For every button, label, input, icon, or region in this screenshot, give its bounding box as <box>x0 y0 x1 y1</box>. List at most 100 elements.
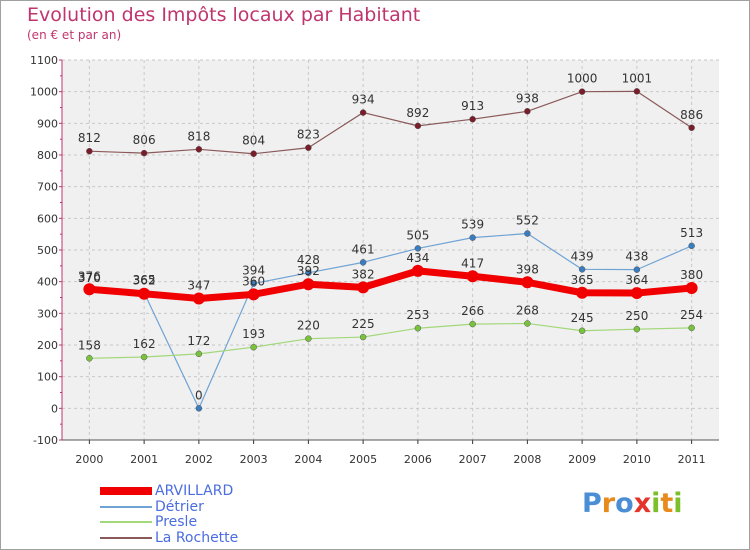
x-tick-label: 2003 <box>240 453 268 466</box>
data-point <box>411 264 424 277</box>
y-tick-label: 600 <box>37 212 58 225</box>
data-point <box>195 146 203 153</box>
legend-swatch <box>100 536 152 539</box>
data-label: 365 <box>571 273 594 287</box>
x-tick-label: 2002 <box>185 453 213 466</box>
data-label: 360 <box>242 274 265 288</box>
data-point <box>86 355 93 362</box>
y-tick-label: 300 <box>37 307 58 320</box>
data-label: 552 <box>516 214 539 228</box>
logo-letter: r <box>601 488 616 519</box>
data-label: 266 <box>461 304 484 318</box>
data-label: 439 <box>571 249 594 263</box>
data-label: 254 <box>680 308 703 322</box>
data-point <box>357 281 370 294</box>
data-label: 392 <box>297 264 320 278</box>
data-point <box>466 270 479 283</box>
data-label: 347 <box>187 278 210 292</box>
data-point <box>140 353 148 361</box>
y-tick-label: -100 <box>33 434 58 447</box>
data-label: 938 <box>516 91 539 105</box>
data-label: 823 <box>297 128 320 142</box>
data-point <box>633 325 641 333</box>
data-label: 398 <box>516 262 539 276</box>
data-point <box>305 335 312 342</box>
data-point <box>247 288 260 301</box>
data-label: 172 <box>187 334 210 348</box>
data-point <box>688 124 695 132</box>
logo-letter: i <box>673 488 683 519</box>
series-line <box>88 322 693 359</box>
data-label: 434 <box>406 251 429 265</box>
data-label: 380 <box>680 268 703 282</box>
data-label: 417 <box>461 256 484 270</box>
legend-label: Presle <box>155 514 198 530</box>
y-tick-label: 800 <box>37 149 58 162</box>
data-label: 812 <box>78 131 101 145</box>
logo-letter: o <box>615 488 634 519</box>
data-point <box>576 286 589 299</box>
data-label: 818 <box>187 129 210 143</box>
series-line <box>85 267 696 302</box>
data-label: 220 <box>297 319 320 333</box>
data-point <box>305 144 312 151</box>
data-point <box>138 287 151 300</box>
x-tick-label: 2006 <box>404 453 432 466</box>
data-label: 505 <box>406 228 429 242</box>
legend-label: Détrier <box>155 498 204 515</box>
logo-letter: P <box>582 488 602 519</box>
data-label: 394 <box>242 264 265 278</box>
data-label: 438 <box>625 250 648 264</box>
chart-subtitle: (en € et par an) <box>27 28 122 42</box>
legend-label: ARVILLARD <box>155 483 234 499</box>
data-point <box>359 109 367 116</box>
y-tick-label: 0 <box>51 402 58 415</box>
y-tick-label: 1000 <box>30 86 58 99</box>
logo-letter: x <box>633 488 652 519</box>
x-tick-label: 2004 <box>294 453 322 466</box>
proxiti-logo: Proxiti <box>582 488 683 519</box>
data-label: 365 <box>133 273 156 287</box>
data-label: 245 <box>571 311 594 325</box>
legend-swatch <box>100 521 152 523</box>
data-label: 382 <box>352 267 375 281</box>
data-label: 376 <box>78 269 101 283</box>
y-tick-label: 200 <box>37 339 58 352</box>
series-line <box>88 232 693 409</box>
data-point <box>83 283 96 296</box>
data-point <box>524 108 531 115</box>
x-tick-label: 2005 <box>349 453 377 466</box>
data-point <box>414 324 422 332</box>
data-point <box>86 147 93 155</box>
data-label: 370 <box>78 271 101 285</box>
data-point <box>524 320 531 327</box>
data-label: 1000 <box>567 72 598 86</box>
data-point <box>688 324 695 332</box>
data-label: 362 <box>133 274 156 288</box>
data-point <box>305 269 312 277</box>
x-tick-label: 2001 <box>130 453 158 466</box>
data-label: 193 <box>242 327 265 341</box>
data-point <box>524 230 531 237</box>
data-label: 539 <box>461 218 484 232</box>
data-point <box>469 234 476 241</box>
data-label: 513 <box>680 226 703 240</box>
data-point <box>578 327 586 334</box>
data-point <box>414 245 422 252</box>
y-tick-label: 1100 <box>30 54 58 67</box>
chart-title: Evolution des Impôts locaux par Habitant <box>27 4 421 26</box>
data-point <box>688 242 695 250</box>
data-label: 886 <box>680 108 703 122</box>
data-label: 364 <box>625 273 648 287</box>
data-point <box>469 115 476 123</box>
data-point <box>192 292 205 305</box>
series-line <box>88 90 693 155</box>
x-tick-label: 2010 <box>623 453 651 466</box>
data-label: 162 <box>133 337 156 351</box>
data-label: 0 <box>195 388 203 402</box>
legend-swatch <box>100 487 152 495</box>
data-point <box>195 405 203 412</box>
data-label: 1001 <box>622 71 653 85</box>
data-point <box>414 122 422 130</box>
